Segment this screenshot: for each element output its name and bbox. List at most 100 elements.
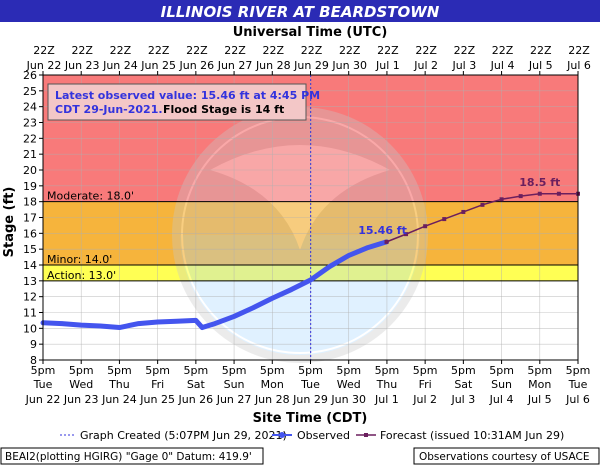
series-layer [40, 191, 580, 331]
observed-point [250, 305, 256, 310]
bottom-tick-date: Jun 28 [254, 393, 290, 406]
bottom-tick-day: Wed [69, 378, 93, 391]
top-tick-date: Jun 30 [331, 59, 367, 72]
top-tick-date: Jul 6 [566, 59, 591, 72]
bottom-tick-day: Tue [568, 378, 588, 391]
y-axis-label: Stage (ft) [2, 187, 17, 258]
bottom-tick-day: Thu [108, 378, 130, 391]
top-tick-time: 22Z [148, 44, 170, 57]
bottom-tick-date: Jun 25 [139, 393, 175, 406]
bottom-tick-day: Mon [528, 378, 551, 391]
top-tick-time: 22Z [339, 44, 361, 57]
top-tick-date: Jun 23 [64, 59, 100, 72]
y-tick-label: 21 [23, 148, 37, 161]
top-tick-time: 22Z [377, 44, 399, 57]
legend-graph-created-label: Graph Created (5:07PM Jun 29, 2021) [80, 429, 287, 442]
y-tick-label: 20 [23, 164, 37, 177]
bottom-tick-date: Jul 2 [412, 393, 437, 406]
top-tick-time: 22Z [454, 44, 476, 57]
top-tick-time: 22Z [263, 44, 285, 57]
observed-point [231, 314, 237, 319]
legend-forecast-marker [364, 433, 368, 437]
bottom-tick-date: Jul 1 [374, 393, 399, 406]
top-tick-time: 22Z [492, 44, 514, 57]
observed-point [174, 319, 179, 324]
y-tick-label: 12 [23, 291, 37, 304]
annotation-line-2b: Flood Stage is 14 ft [163, 103, 284, 116]
latest-observed-annotation: Latest observed value: 15.46 ft at 4:45 … [47, 83, 320, 121]
top-tick-time: 22Z [530, 44, 552, 57]
forecast-point [384, 239, 389, 244]
y-tick-label: 18 [23, 196, 37, 209]
observed-point [270, 296, 275, 301]
legend-forecast-label: Forecast (issued 10:31AM Jun 29) [380, 429, 564, 442]
bottom-tick-day: Sun [224, 378, 245, 391]
observed-point [79, 322, 84, 328]
forecast-point [499, 197, 504, 202]
title-band [0, 0, 600, 22]
bottom-tick-date: Jun 23 [63, 393, 99, 406]
top-axis-title: Universal Time (UTC) [233, 25, 388, 40]
top-tick-date: Jul 1 [375, 59, 400, 72]
y-tick-label: 26 [23, 69, 37, 82]
y-tick-label: 13 [23, 275, 37, 288]
top-tick-time: 22Z [71, 44, 93, 57]
top-tick-date: Jun 26 [179, 59, 215, 72]
observed-point [200, 325, 205, 330]
top-tick-time: 22Z [33, 44, 55, 57]
top-tick-date: Jul 4 [490, 59, 515, 72]
flood-stage-label: Minor: 14.0' [47, 253, 112, 266]
y-tick-label: 8 [30, 354, 37, 367]
observed-point [327, 264, 332, 269]
observed-point [136, 321, 141, 326]
bottom-tick-time: 5pm [566, 364, 591, 377]
bottom-tick-time: 5pm [451, 364, 476, 377]
bottom-tick-time: 5pm [375, 364, 400, 377]
y-tick-label: 15 [23, 243, 37, 256]
observed-point [365, 245, 371, 250]
bottom-tick-day: Fri [419, 378, 432, 391]
bottom-tick-time: 5pm [489, 364, 514, 377]
bottom-tick-day: Mon [261, 378, 284, 391]
x-axis-label: Site Time (CDT) [253, 411, 368, 426]
footer-left-text: BEAI2(plotting HGIRG) "Gage 0" Datum: 41… [5, 451, 252, 463]
forecast-point [480, 202, 485, 207]
bottom-tick-date: Jul 4 [489, 393, 514, 406]
bottom-tick-time: 5pm [145, 364, 170, 377]
top-tick-time: 22Z [224, 44, 246, 57]
forecast-point [404, 232, 409, 237]
observed-point [212, 321, 218, 326]
y-tick-label: 16 [23, 227, 37, 240]
x-axis: 22Z Jun 22 22Z Jun 23 22Z Jun 24 22Z Jun 25 22Z J… [25, 44, 591, 406]
y-axis: 8 9 10 11 12 13 14 15 16 17 18 19 20 21 22 23 24 25 26 [23, 69, 43, 367]
forecast-peak-label: 18.5 ft [519, 176, 560, 189]
top-tick-time: 22Z [568, 44, 590, 57]
y-tick-label: 17 [23, 212, 37, 225]
observed-point [155, 319, 160, 325]
forecast-point [556, 191, 561, 196]
y-tick-label: 9 [30, 338, 37, 351]
bottom-tick-date: Jul 3 [450, 393, 475, 406]
top-tick-date: Jun 29 [293, 59, 329, 72]
top-tick-date: Jun 22 [26, 59, 62, 72]
bottom-tick-time: 5pm [222, 364, 247, 377]
y-tick-label: 19 [23, 180, 37, 193]
bottom-tick-day: Tue [33, 378, 53, 391]
y-tick-label: 24 [23, 101, 37, 114]
bottom-tick-time: 5pm [107, 364, 132, 377]
y-tick-label: 10 [23, 322, 37, 335]
forecast-point [442, 217, 447, 222]
annotation-line-2a: CDT 29-Jun-2021. [55, 103, 163, 116]
observed-point [98, 323, 103, 329]
top-tick-date: Jul 2 [413, 59, 438, 72]
top-tick-date: Jun 27 [217, 59, 253, 72]
bottom-tick-date: Jun 27 [216, 393, 252, 406]
bottom-tick-date: Jul 6 [565, 393, 590, 406]
bottom-tick-date: Jul 5 [527, 393, 552, 406]
flood-category-labels: Moderate: 18.0' Minor: 14.0' Action: 13.0' [43, 190, 578, 282]
legend-observed-dot [279, 432, 285, 438]
chart-title: ILLINOIS RIVER AT BEARDSTOWN [161, 3, 440, 21]
observed-point [346, 253, 351, 258]
top-tick-date: Jul 5 [528, 59, 553, 72]
forecast-point [423, 224, 428, 229]
